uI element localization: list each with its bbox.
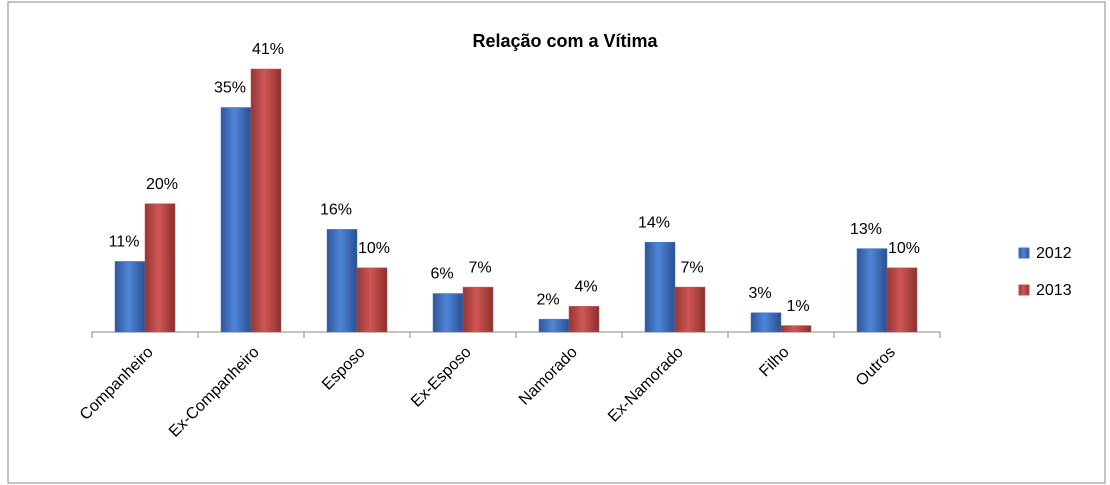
data-label: 41% <box>252 41 284 58</box>
bar <box>220 107 252 333</box>
bar <box>780 325 812 333</box>
data-label: 13% <box>850 221 882 238</box>
chart-title: Relação com a Vítima <box>472 31 658 51</box>
bar <box>250 68 282 333</box>
data-label: 35% <box>214 80 246 97</box>
bar <box>644 241 676 333</box>
legend-swatch <box>1018 247 1030 259</box>
bar <box>326 229 358 333</box>
data-label: 14% <box>638 214 670 231</box>
data-label: 7% <box>468 259 491 276</box>
legend-label: 2012 <box>1036 245 1072 262</box>
bar <box>538 318 570 333</box>
data-label: 11% <box>109 234 140 251</box>
data-label: 10% <box>358 240 390 257</box>
data-label: 10% <box>888 240 920 257</box>
data-label: 4% <box>574 279 597 296</box>
data-label: 20% <box>146 176 178 193</box>
data-label: 16% <box>320 202 352 219</box>
bar <box>568 306 600 333</box>
chart-frame <box>7 1 1106 484</box>
bar <box>432 293 464 333</box>
bar <box>674 286 706 333</box>
bar <box>856 248 888 333</box>
data-label: 6% <box>430 266 453 283</box>
bar <box>114 261 146 333</box>
legend-swatch <box>1018 284 1030 296</box>
bar <box>886 267 918 333</box>
bar <box>462 286 494 333</box>
bar <box>144 203 176 333</box>
data-label: 2% <box>536 291 559 308</box>
bar <box>356 267 388 333</box>
bar <box>750 312 782 333</box>
data-label: 3% <box>748 285 771 302</box>
legend-label: 2013 <box>1036 282 1072 299</box>
data-label: 1% <box>786 298 809 315</box>
data-label: 7% <box>680 259 703 276</box>
